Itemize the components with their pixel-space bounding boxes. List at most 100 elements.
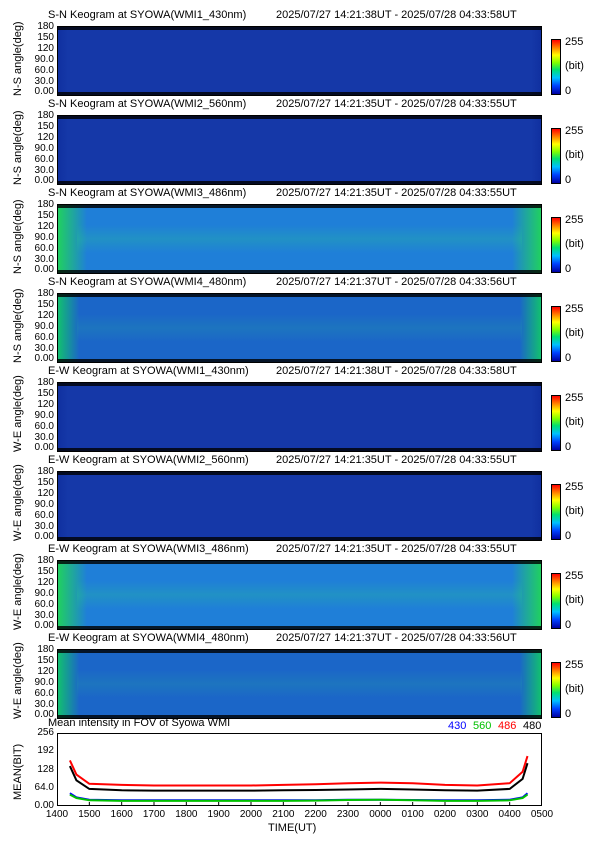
mask-strip-top — [58, 116, 541, 119]
x-tick-label: 0400 — [498, 809, 521, 820]
x-tick-label: 1400 — [45, 809, 69, 820]
mask-strip-top — [58, 383, 541, 386]
angle-tick-label: 150 — [37, 388, 54, 399]
keogram-image — [57, 649, 542, 719]
x-tick-label: 1800 — [175, 809, 198, 820]
angle-tick-label: 180 — [37, 21, 54, 32]
mask-strip-top — [58, 472, 541, 475]
mask-strip-top — [58, 205, 541, 208]
angle-tick-label: 60.0 — [34, 65, 54, 76]
panel-time-range: 2025/07/27 14:21:38UT - 2025/07/28 04:33… — [276, 365, 517, 377]
panel-title-text: S-N Keogram at SYOWA(WMI4_480nm) — [48, 276, 247, 288]
colorbar-label-min: 0 — [565, 441, 572, 453]
angle-tick-label: 180 — [37, 377, 54, 388]
keogram-image — [57, 471, 542, 541]
colorbar — [551, 662, 561, 718]
mask-strip-top — [58, 294, 541, 297]
angle-tick-label: 0.00 — [34, 353, 54, 364]
colorbar-label-unit: (bit) — [565, 683, 584, 695]
mean-intensity-plot — [57, 733, 542, 806]
colorbar-label-min: 0 — [565, 708, 572, 720]
angle-tick-label: 30.0 — [34, 165, 54, 176]
angle-tick-label: 30.0 — [34, 610, 54, 621]
panel-title-text: E-W Keogram at SYOWA(WMI3_486nm) — [48, 543, 249, 555]
panel-title-text: S-N Keogram at SYOWA(WMI3_486nm) — [48, 187, 247, 199]
colorbar-label-max: 255 — [565, 392, 584, 404]
colorbar-label-min: 0 — [565, 263, 572, 275]
colorbar-label-unit: (bit) — [565, 594, 584, 606]
angle-tick-label: 30.0 — [34, 343, 54, 354]
colorbar — [551, 128, 561, 184]
angle-tick-label: 180 — [37, 110, 54, 121]
mean-ytick-label: 256 — [37, 727, 54, 738]
angle-tick-label: 90.0 — [34, 232, 54, 243]
keogram-image — [57, 560, 542, 630]
angle-tick-label: 0.00 — [34, 442, 54, 453]
angle-tick-label: 60.0 — [34, 421, 54, 432]
panel-time-range: 2025/07/27 14:21:37UT - 2025/07/28 04:33… — [276, 632, 517, 644]
panel-title-text: E-W Keogram at SYOWA(WMI4_480nm) — [48, 632, 249, 644]
angle-tick-label: 60.0 — [34, 510, 54, 521]
legend-560: 560 — [473, 720, 492, 732]
series-line-480 — [68, 762, 529, 792]
x-tick-label: 2200 — [304, 809, 327, 820]
mask-strip-bottom — [58, 715, 541, 718]
panel-title-4: E-W Keogram at SYOWA(WMI1_430nm) 2025/07/… — [48, 365, 517, 377]
angle-tick-label: 0.00 — [34, 531, 54, 542]
mean-ytick-label: 64.0 — [34, 781, 54, 793]
x-tick-label: 1500 — [78, 809, 101, 820]
angle-tick-label: 150 — [37, 121, 54, 132]
colorbar-label-max: 255 — [565, 481, 584, 493]
mask-strip-bottom — [58, 448, 541, 451]
panel-title-5: E-W Keogram at SYOWA(WMI2_560nm) 2025/07/… — [48, 454, 517, 466]
x-tick-label: 0200 — [433, 809, 457, 820]
angle-tick-label: 120 — [37, 488, 54, 499]
mask-strip-bottom — [58, 92, 541, 95]
colorbar-label-unit: (bit) — [565, 60, 584, 72]
x-tick-label: 1900 — [207, 809, 230, 820]
mask-strip-bottom — [58, 270, 541, 273]
angle-tick-label: 90.0 — [34, 54, 54, 65]
keogram-image — [57, 115, 542, 185]
panel-title-7: E-W Keogram at SYOWA(WMI4_480nm) 2025/07/… — [48, 632, 517, 644]
angle-tick-label: 0.00 — [34, 620, 54, 631]
x-tick-label: 0100 — [401, 809, 424, 820]
angle-tick-label: 180 — [37, 199, 54, 210]
keogram-image — [57, 204, 542, 274]
colorbar — [551, 573, 561, 629]
angle-tick-label: 180 — [37, 288, 54, 299]
angle-tick-label: 0.00 — [34, 264, 54, 275]
colorbar — [551, 484, 561, 540]
aurora-band — [77, 581, 522, 609]
colorbar-label-min: 0 — [565, 619, 572, 631]
angle-tick-label: 0.00 — [34, 86, 54, 97]
mask-strip-bottom — [58, 359, 541, 362]
panel-time-range: 2025/07/27 14:21:35UT - 2025/07/28 04:33… — [276, 98, 517, 110]
panel-time-range: 2025/07/27 14:21:35UT - 2025/07/28 04:33… — [276, 187, 517, 199]
angle-tick-label: 30.0 — [34, 432, 54, 443]
mask-strip-top — [58, 561, 541, 564]
panel-title-6: E-W Keogram at SYOWA(WMI3_486nm) 2025/07/… — [48, 543, 517, 555]
angle-tick-label: 90.0 — [34, 143, 54, 154]
keogram-image — [57, 382, 542, 452]
angle-tick-label: 150 — [37, 477, 54, 488]
angle-tick-label: 180 — [37, 555, 54, 566]
x-tick-label: 0300 — [466, 809, 489, 820]
legend-480: 480 — [523, 720, 542, 732]
colorbar-label-unit: (bit) — [565, 149, 584, 161]
angle-tick-label: 60.0 — [34, 688, 54, 699]
colorbar-label-min: 0 — [565, 352, 572, 364]
angle-tick-label: 90.0 — [34, 677, 54, 688]
angle-tick-label: 120 — [37, 132, 54, 143]
angle-tick-label: 120 — [37, 666, 54, 677]
x-tick-label: 2100 — [272, 809, 295, 820]
x-tick-label: 1600 — [110, 809, 133, 820]
angle-tick-label: 90.0 — [34, 321, 54, 332]
angle-tick-label: 180 — [37, 466, 54, 477]
panel-title-2: S-N Keogram at SYOWA(WMI3_486nm) 2025/07/… — [48, 187, 517, 199]
angle-tick-label: 0.00 — [34, 709, 54, 720]
legend-486: 486 — [498, 720, 517, 732]
angle-tick-label: 150 — [37, 210, 54, 221]
angle-tick-label: 180 — [37, 644, 54, 655]
panel-time-range: 2025/07/27 14:21:38UT - 2025/07/28 04:33… — [276, 9, 517, 21]
